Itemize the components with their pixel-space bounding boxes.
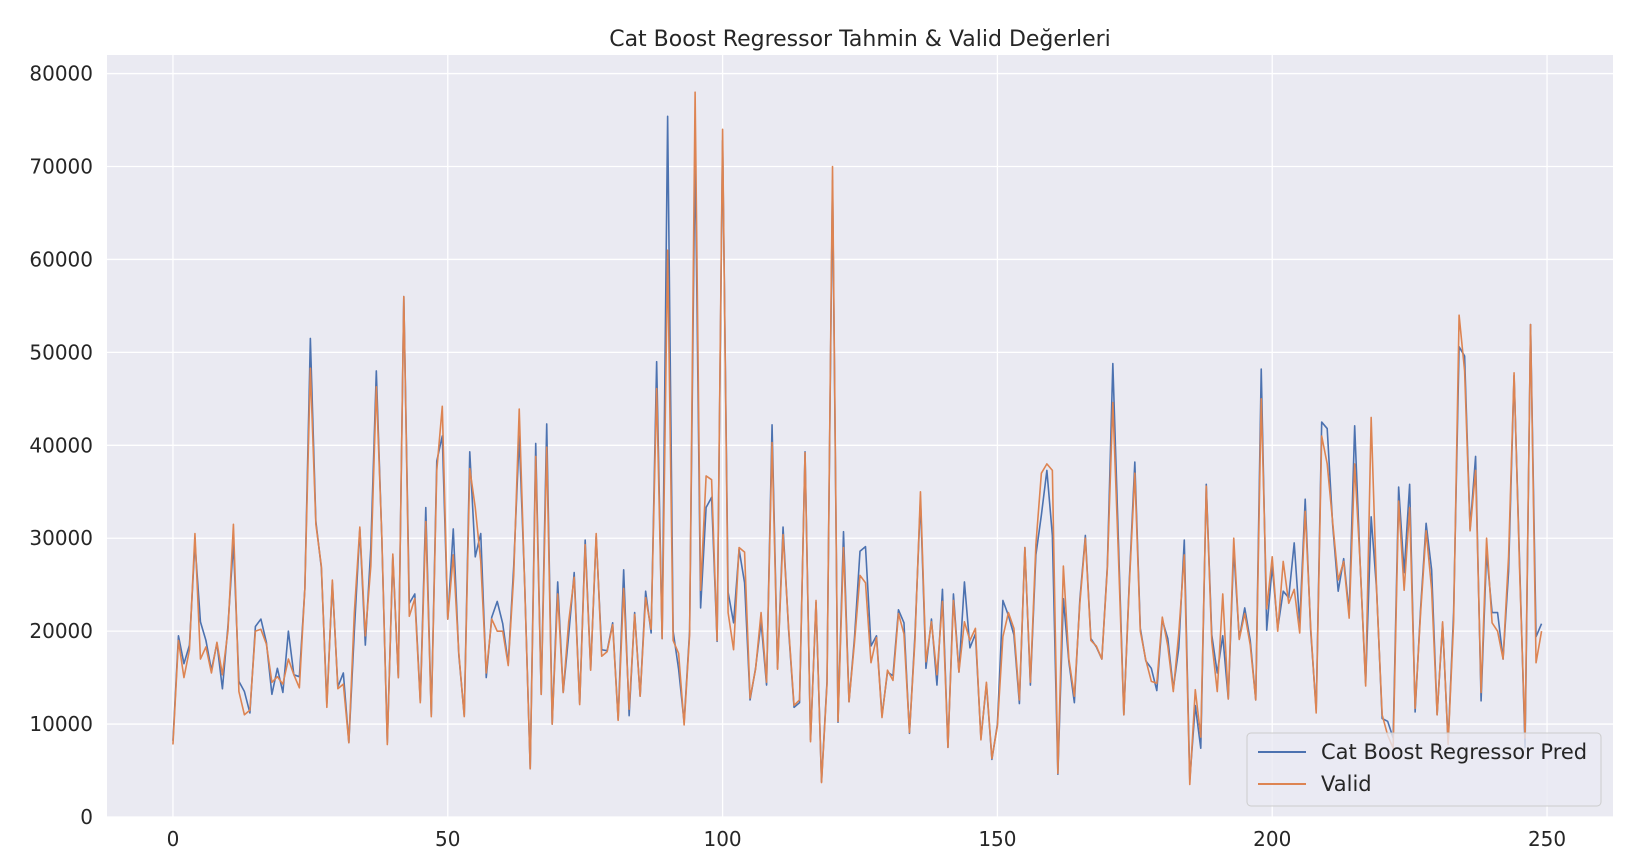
legend: Cat Boost Regressor Pred Valid: [1246, 732, 1602, 807]
x-tick-label: 100: [703, 827, 741, 851]
y-tick-label: 80000: [29, 62, 93, 86]
x-tick-label: 0: [167, 827, 180, 851]
y-tick-label: 50000: [29, 340, 93, 364]
y-tick-label: 30000: [29, 526, 93, 550]
y-tick-label: 40000: [29, 433, 93, 457]
y-tick-label: 10000: [29, 712, 93, 736]
y-tick-label: 20000: [29, 619, 93, 643]
legend-label-valid: Valid: [1321, 772, 1372, 796]
y-tick-label: 60000: [29, 247, 93, 271]
y-tick-label: 0: [80, 805, 93, 829]
series-line-valid: [172, 91, 1543, 786]
chart-title: Cat Boost Regressor Tahmin & Valid Değer…: [609, 27, 1111, 52]
x-tick-label: 200: [1253, 827, 1291, 851]
y-tick-label: 70000: [29, 155, 93, 179]
tick-labels: 0 10000 20000 30000 40000 50000 60000 70000 8000…: [29, 62, 1566, 851]
x-tick-label: 150: [978, 827, 1016, 851]
plot-area: [107, 55, 1613, 817]
grid-lines: [107, 55, 1613, 818]
x-tick-label: 250: [1528, 827, 1566, 851]
series-lines: [172, 91, 1543, 786]
x-tick-label: 50: [435, 827, 460, 851]
legend-box: [1246, 732, 1602, 807]
legend-label-pred: Cat Boost Regressor Pred: [1321, 740, 1587, 764]
